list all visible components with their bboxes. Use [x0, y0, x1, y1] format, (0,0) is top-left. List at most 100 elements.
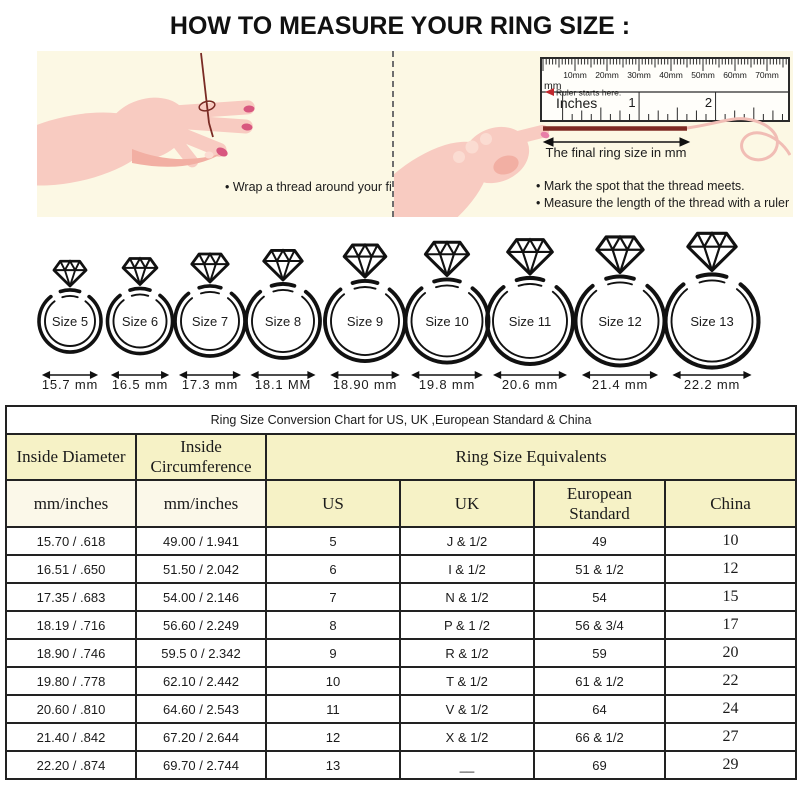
- table-row: 22.20 / .874 69.70 / 2.744 13 __ 69 29: [5, 750, 798, 780]
- table-cell: 16.51 / .650: [5, 554, 137, 584]
- ring-diameter-value: 18.90 mm: [333, 377, 397, 392]
- ruler-start-arrow-icon: [545, 88, 554, 96]
- ruler-mm-label: 40mm: [659, 70, 683, 80]
- ring-diameter-value: 16.5 mm: [112, 377, 168, 392]
- table-cell: 51.50 / 2.042: [135, 554, 267, 584]
- ring-diagram: Size 13 22.2 mm: [663, 231, 761, 392]
- table-cell: 69.70 / 2.744: [135, 750, 267, 780]
- fingernail: [540, 131, 550, 139]
- table-cell: P & 1 /2: [399, 610, 535, 640]
- table-title: Ring Size Conversion Chart for US, UK ,E…: [4, 405, 798, 435]
- ring-band-outer: [485, 276, 575, 366]
- diameter-arrow: [330, 370, 400, 380]
- header-circumference-units: mm/inches: [135, 479, 267, 528]
- ruler-mm-label: 60mm: [723, 70, 747, 80]
- table-row: 19.80 / .778 62.10 / 2.442 10 T & 1/2 61 & 1…: [5, 666, 798, 696]
- ring-diagram: Size 6 16.5 mm: [105, 256, 175, 392]
- final-size-label: The final ring size in mm: [546, 145, 687, 160]
- table-cell: 20.60 / .810: [5, 694, 137, 724]
- ring-band-outer: [37, 288, 103, 354]
- header-china: China: [663, 479, 798, 528]
- table-cell: 17: [663, 610, 798, 640]
- table-row: 21.40 / .842 67.20 / 2.644 12 X & 1/2 66 & 1…: [5, 722, 798, 752]
- ruler-inches-label: Inches: [556, 95, 597, 111]
- diameter-arrow: [178, 370, 242, 380]
- table-cell: 20: [663, 638, 798, 668]
- hand-illustration: [394, 124, 550, 217]
- ring-band-inner: [670, 279, 754, 363]
- ring-diagram: Size 9 18.90 mm: [323, 242, 407, 392]
- table-row: 17.35 / .683 54.00 / 2.146 7 N & 1/2 54 15: [5, 582, 798, 612]
- table-cell: __: [399, 750, 535, 780]
- final-size-arrow: [542, 137, 691, 147]
- table-cell: 18.19 / .716: [5, 610, 137, 640]
- diamond-facets: [507, 237, 553, 275]
- ring-band-inner: [330, 286, 400, 356]
- diamond-icon: [262, 248, 304, 282]
- ring-band-outer: [173, 284, 247, 358]
- ruler-inch-number: 1: [628, 95, 635, 110]
- hand-illustration: [37, 97, 255, 186]
- ring-diagram: Size 10 19.8 mm: [403, 240, 491, 392]
- table-cell: 21.40 / .842: [5, 722, 137, 752]
- table-cell: 56 & 3/4: [533, 610, 666, 640]
- diamond-facets: [596, 234, 644, 273]
- ring-band-inner: [492, 283, 568, 359]
- table-cell: N & 1/2: [399, 582, 535, 612]
- ring-diagram: Size 5 15.7 mm: [37, 259, 103, 392]
- fingernail: [216, 147, 228, 157]
- ring-diameter-value: 20.6 mm: [502, 377, 558, 392]
- ruler-mm-label: 50mm: [691, 70, 715, 80]
- table-row: 18.19 / .716 56.60 / 2.249 8 P & 1 /2 56 & 3…: [5, 610, 798, 640]
- hand-shading: [493, 155, 519, 175]
- diamond-icon: [190, 252, 230, 284]
- ring-size-label: Size 7: [192, 314, 228, 329]
- diameter-arrow: [41, 370, 99, 380]
- table-cell: 24: [663, 694, 798, 724]
- table-cell: R & 1/2: [399, 638, 535, 668]
- ruler-mm-label: 30mm: [627, 70, 651, 80]
- table-cell: 12: [265, 722, 401, 752]
- table-cell: 9: [265, 638, 401, 668]
- diamond-icon: [506, 238, 554, 276]
- ruler-mm-unit: mm: [544, 80, 562, 92]
- table-cell: 54.00 / 2.146: [135, 582, 267, 612]
- right-panel-caption-2: • Measure the length of the thread with …: [536, 196, 789, 210]
- table-cell: 19.80 / .778: [5, 666, 137, 696]
- ring-band-inner: [44, 295, 96, 347]
- table-cell: 13: [265, 750, 401, 780]
- ring-band-inner: [180, 291, 240, 351]
- diamond-icon: [595, 235, 645, 275]
- thread-illustration: [198, 52, 216, 138]
- ring-size-label: Size 13: [690, 314, 733, 329]
- table-cell: 66 & 1/2: [533, 722, 666, 752]
- panel-measure-ruler: 10mm 20mm 30mm 40mm 50mm 60mm 70mm mm Ruler st…: [394, 51, 793, 217]
- ruler-starts-here-label: Ruler starts here.: [556, 88, 621, 98]
- diameter-arrow: [250, 370, 316, 380]
- table-cell: 10: [265, 666, 401, 696]
- ring-band-inner: [580, 281, 660, 361]
- diameter-arrow: [110, 370, 170, 380]
- diameter-arrow: [581, 370, 659, 380]
- table-cell: 49.00 / 1.941: [135, 526, 267, 556]
- page-title: HOW TO MEASURE YOUR RING SIZE :: [169, 12, 631, 40]
- table-cell: 69: [533, 750, 666, 780]
- ring-size-label: Size 10: [425, 314, 468, 329]
- panel-wrap-thread: • Wrap a thread around your finger: [37, 51, 394, 217]
- ring-band-outer: [573, 274, 667, 368]
- fingernail: [241, 123, 253, 131]
- ring-diagram: Size 11 20.6 mm: [485, 237, 575, 392]
- table-cell: 59: [533, 638, 666, 668]
- ruler-inch-number: 2: [705, 95, 712, 110]
- thread-loop-illustration: [686, 117, 791, 162]
- diamond-facets: [425, 240, 469, 276]
- ring-band-outer: [244, 282, 322, 360]
- ring-diagram: Size 12 21.4 mm: [573, 234, 667, 392]
- ring-size-label: Size 9: [347, 314, 383, 329]
- ring-size-label: Size 8: [265, 314, 301, 329]
- ring-band-inner: [251, 289, 315, 353]
- diamond-icon: [686, 231, 738, 273]
- ruler-measure-illustration: 10mm 20mm 30mm 40mm 50mm 60mm 70mm mm Ruler st…: [394, 57, 791, 217]
- table-cell: 15.70 / .618: [5, 526, 137, 556]
